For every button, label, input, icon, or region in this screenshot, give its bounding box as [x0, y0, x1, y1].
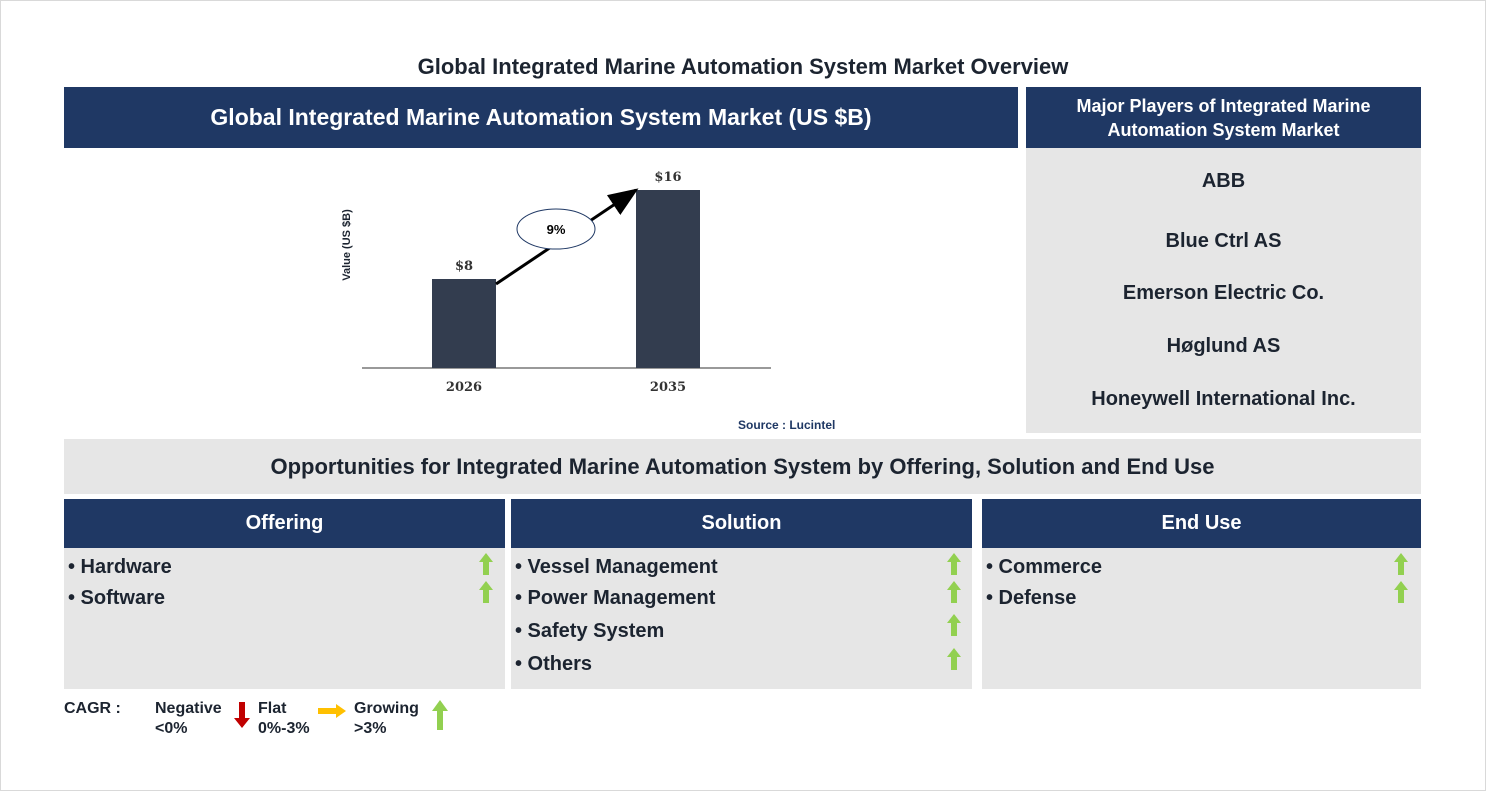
bar-value-label: $16	[654, 170, 681, 185]
list-item: • Others	[515, 653, 593, 675]
bar-value-label: $8	[455, 259, 473, 274]
player-item: Høglund AS	[1166, 335, 1281, 357]
column-header-solution: Solution	[511, 499, 972, 548]
chart-header: Global Integrated Marine Automation Syst…	[64, 87, 1018, 148]
list-item: • Commerce	[986, 556, 1102, 578]
x-tick-label: 2026	[446, 380, 482, 395]
column-header-offering: Offering	[64, 499, 505, 548]
legend-flat-range: 0%-3%	[258, 720, 310, 737]
list-item: • Hardware	[68, 556, 172, 578]
legend-negative: Negative <0%	[155, 699, 222, 739]
list-item: • Vessel Management	[515, 556, 718, 578]
list-item: • Software	[68, 587, 166, 609]
column-header-end-use: End Use	[982, 499, 1421, 548]
column-title: Solution	[701, 512, 782, 534]
page-title: Global Integrated Marine Automation Syst…	[417, 54, 1069, 79]
growing-arrow-icon	[947, 614, 961, 636]
column-title: Offering	[245, 512, 324, 534]
negative-arrow-icon	[234, 702, 250, 728]
opportunities-title: Opportunities for Integrated Marine Auto…	[270, 453, 1215, 479]
players-list: ABB Blue Ctrl AS Emerson Electric Co. Hø…	[1026, 148, 1421, 433]
growing-arrow-icon	[947, 648, 961, 670]
players-header: Major Players of Integrated Marine Autom…	[1026, 87, 1421, 148]
player-item: Blue Ctrl AS	[1165, 230, 1282, 252]
legend-flat-label: Flat	[258, 700, 287, 717]
opportunities-header: Opportunities for Integrated Marine Auto…	[64, 439, 1421, 494]
source-note: Source : Lucintel	[738, 418, 836, 432]
legend-growing-label: Growing	[354, 700, 419, 717]
legend-negative-range: <0%	[155, 720, 188, 737]
column-body-solution: • Vessel Management • Power Management •…	[511, 548, 972, 689]
legend-growing: Growing >3%	[354, 699, 419, 739]
list-item: • Defense	[986, 587, 1077, 609]
players-header-line1: Major Players of Integrated Marine	[1076, 95, 1371, 116]
growing-arrow-icon	[947, 581, 961, 603]
bar-2035	[636, 190, 700, 368]
legend-negative-label: Negative	[155, 700, 222, 717]
column-body-offering: • Hardware • Software	[64, 548, 505, 689]
cagr-label: 9%	[547, 222, 566, 237]
growing-arrow-icon	[1394, 553, 1408, 575]
legend-flat: Flat 0%-3%	[258, 699, 310, 739]
column-title: End Use	[1161, 512, 1242, 534]
growing-arrow-icon	[479, 581, 493, 603]
player-item: ABB	[1201, 170, 1246, 192]
x-tick-label: 2035	[650, 380, 686, 395]
legend-cagr-label: CAGR :	[64, 700, 121, 717]
bar-2026	[432, 279, 496, 368]
y-axis-label: Value (US $B)	[341, 209, 353, 281]
legend-growing-range: >3%	[354, 720, 387, 737]
cagr-bubble	[516, 208, 596, 250]
list-item: • Safety System	[515, 620, 665, 642]
market-bar-chart: Value (US $B) $8 2026 $16 2035 9%	[341, 170, 771, 395]
players-header-line2: Automation System Market	[1107, 119, 1340, 140]
player-item: Honeywell International Inc.	[1091, 388, 1356, 410]
player-item: Emerson Electric Co.	[1122, 282, 1325, 304]
chart-header-text: Global Integrated Marine Automation Syst…	[210, 104, 872, 130]
growing-arrow-icon	[479, 553, 493, 575]
growing-arrow-icon	[432, 700, 448, 730]
growing-arrow-icon	[1394, 581, 1408, 603]
list-item: • Power Management	[515, 587, 716, 609]
flat-arrow-icon	[318, 704, 346, 718]
growing-arrow-icon	[947, 553, 961, 575]
column-body-end-use: • Commerce • Defense	[982, 548, 1421, 689]
